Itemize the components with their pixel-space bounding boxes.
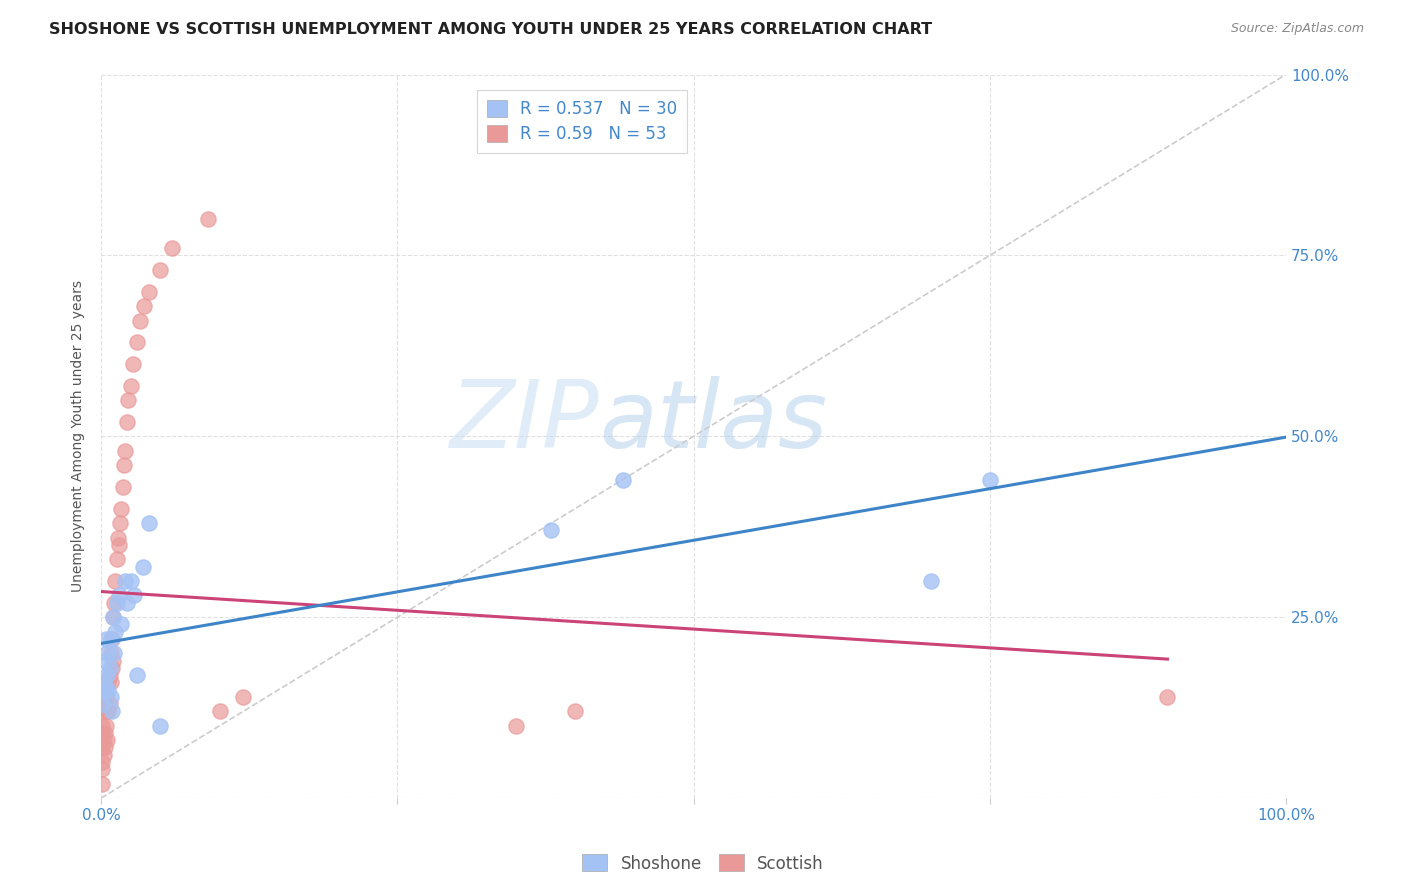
Point [114, 574, 136, 588]
Point [1156, 690, 1178, 704]
Point [111, 480, 134, 494]
Point [97, 682, 120, 697]
Point [100, 646, 122, 660]
Point [131, 559, 153, 574]
Point [110, 617, 132, 632]
Point [101, 654, 124, 668]
Point [124, 589, 146, 603]
Point [114, 443, 136, 458]
Point [91, 697, 114, 711]
Point [138, 516, 160, 530]
Point [232, 690, 254, 704]
Point [108, 589, 131, 603]
Point [110, 501, 132, 516]
Text: Source: ZipAtlas.com: Source: ZipAtlas.com [1230, 22, 1364, 36]
Point [540, 524, 562, 538]
Point [105, 552, 128, 566]
Point [100, 675, 122, 690]
Point [96, 646, 118, 660]
Point [162, 241, 184, 255]
Point [149, 719, 172, 733]
Point [93, 747, 115, 762]
Point [98, 661, 121, 675]
Point [94, 719, 117, 733]
Point [208, 704, 231, 718]
Point [93, 733, 115, 747]
Point [100, 690, 122, 704]
Text: atlas: atlas [599, 376, 827, 467]
Point [101, 610, 124, 624]
Point [97, 675, 120, 690]
Point [94, 632, 117, 646]
Point [94, 654, 117, 668]
Point [96, 704, 118, 718]
Point [103, 596, 125, 610]
Point [117, 596, 139, 610]
Point [108, 538, 131, 552]
Point [94, 690, 117, 704]
Point [125, 668, 148, 682]
Point [91, 776, 114, 790]
Point [101, 704, 124, 718]
Text: ZIP: ZIP [449, 376, 599, 467]
Point [93, 690, 115, 704]
Point [117, 415, 139, 429]
Point [107, 531, 129, 545]
Point [117, 393, 139, 408]
Point [138, 285, 160, 299]
Legend: R = 0.537   N = 30, R = 0.59   N = 53: R = 0.537 N = 30, R = 0.59 N = 53 [477, 90, 688, 153]
Legend: Shoshone, Scottish: Shoshone, Scottish [575, 847, 831, 880]
Point [94, 682, 117, 697]
Point [197, 212, 219, 227]
Point [101, 610, 124, 624]
Point [129, 313, 152, 327]
Point [101, 661, 124, 675]
Point [101, 632, 124, 646]
Point [103, 646, 125, 660]
Point [979, 473, 1001, 487]
Point [505, 719, 527, 733]
Point [97, 704, 120, 718]
Point [91, 726, 114, 740]
Point [104, 624, 127, 639]
Point [100, 632, 122, 646]
Point [112, 458, 135, 473]
Point [94, 697, 117, 711]
Point [94, 726, 117, 740]
Point [132, 299, 155, 313]
Point [91, 755, 114, 769]
Point [120, 574, 142, 588]
Point [93, 675, 115, 690]
Point [98, 668, 121, 682]
Point [91, 762, 114, 776]
Point [91, 740, 114, 755]
Point [125, 335, 148, 350]
Point [105, 596, 128, 610]
Point [920, 574, 942, 588]
Point [91, 704, 114, 718]
Point [96, 733, 118, 747]
Point [122, 357, 145, 371]
Point [612, 473, 634, 487]
Point [98, 697, 121, 711]
Point [96, 668, 118, 682]
Text: SHOSHONE VS SCOTTISH UNEMPLOYMENT AMONG YOUTH UNDER 25 YEARS CORRELATION CHART: SHOSHONE VS SCOTTISH UNEMPLOYMENT AMONG … [49, 22, 932, 37]
Point [91, 719, 114, 733]
Point [108, 516, 131, 530]
Point [104, 574, 127, 588]
Point [564, 704, 586, 718]
Point [120, 378, 142, 392]
Point [94, 740, 117, 755]
Y-axis label: Unemployment Among Youth under 25 years: Unemployment Among Youth under 25 years [72, 280, 86, 592]
Point [149, 263, 172, 277]
